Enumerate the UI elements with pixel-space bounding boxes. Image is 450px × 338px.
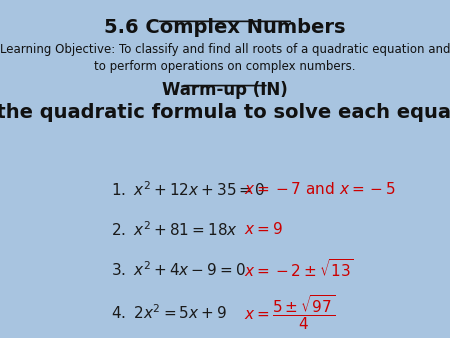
Text: 5.6 Complex Numbers: 5.6 Complex Numbers [104, 18, 346, 37]
Text: $x=-7\ \mathrm{and}\ x=-5$: $x=-7\ \mathrm{and}\ x=-5$ [244, 182, 396, 197]
Text: $4.\ 2x^2=5x+9$: $4.\ 2x^2=5x+9$ [111, 303, 227, 322]
Text: $x=\dfrac{5\pm\sqrt{97}}{4}$: $x=\dfrac{5\pm\sqrt{97}}{4}$ [244, 293, 336, 332]
Text: $1.\ x^2+12x+35=0$: $1.\ x^2+12x+35=0$ [111, 180, 265, 199]
Text: $3.\ x^2+4x-9=0$: $3.\ x^2+4x-9=0$ [111, 260, 245, 279]
Text: Warm-up (IN): Warm-up (IN) [162, 81, 288, 99]
Text: $2.\ x^2+81=18x$: $2.\ x^2+81=18x$ [111, 220, 238, 239]
Text: $x=-2\pm\sqrt{13}$: $x=-2\pm\sqrt{13}$ [244, 258, 354, 280]
Text: $x=9$: $x=9$ [244, 221, 283, 237]
Text: Learning Objective: To classify and find all roots of a quadratic equation and
t: Learning Objective: To classify and find… [0, 43, 450, 73]
Text: Use the quadratic formula to solve each equation.: Use the quadratic formula to solve each … [0, 103, 450, 122]
